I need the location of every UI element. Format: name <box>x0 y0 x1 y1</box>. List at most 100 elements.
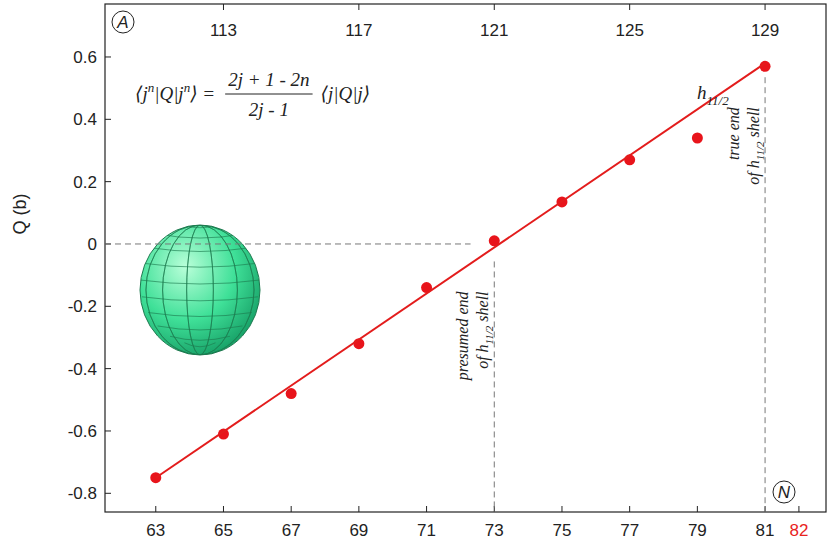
x-tick <box>291 506 292 512</box>
x2-axis: 113 117 121 125 129 <box>210 4 779 40</box>
text-part: ⟨j <box>135 83 148 104</box>
x-axis: 6365676971737577798182 <box>146 506 808 540</box>
x2-tick <box>629 4 630 10</box>
y-tick-label: 0 <box>88 235 97 254</box>
x2-tick-label: 121 <box>480 21 508 40</box>
data-point <box>286 388 297 399</box>
text-part: presumed end <box>454 290 472 381</box>
x-tick-label: 75 <box>553 521 572 540</box>
y-tick-label: -0.2 <box>68 297 97 316</box>
y-tick <box>105 368 111 369</box>
text-part: shell <box>474 291 491 326</box>
y-tick <box>105 181 111 182</box>
subscript: 11/2 <box>707 93 730 108</box>
y-title: Q (b) <box>10 193 30 234</box>
sphere-meridian <box>163 225 238 355</box>
x-tick-label: 77 <box>620 521 639 540</box>
sphere-outline <box>140 225 260 355</box>
annotation-text: of h11/2 shell <box>474 291 495 369</box>
annotation-line <box>494 261 495 512</box>
sphere-meridian <box>163 225 238 355</box>
formula-lhs: ⟨jn|Q|jn⟩ = <box>135 80 215 104</box>
x2-tick-label: 129 <box>751 21 779 40</box>
text-part: shell <box>745 107 762 142</box>
sphere <box>140 217 260 355</box>
text-part: ⟩ = <box>189 83 215 104</box>
line-label: h11/2 <box>697 82 729 108</box>
subscript: 11/2 <box>754 141 766 160</box>
x-tick-label: 71 <box>417 521 436 540</box>
sphere-meridian <box>146 225 254 355</box>
fit-line <box>156 63 765 478</box>
sphere-parallel <box>184 217 215 221</box>
x2-title: A <box>116 13 128 32</box>
x-tick <box>223 506 224 512</box>
text-part: true end <box>725 106 742 160</box>
annotation-text: presumed end <box>454 290 472 381</box>
x2-tick-label: 113 <box>210 21 237 40</box>
data-point <box>692 133 703 144</box>
chart: 6365676971737577798182113117121125129-0.… <box>0 0 838 546</box>
sphere-meridian <box>187 225 214 355</box>
y-tick <box>105 430 111 431</box>
x2-tick <box>494 4 495 10</box>
text-part: of h <box>474 344 492 368</box>
y-tick <box>105 56 111 57</box>
y-tick <box>105 119 111 120</box>
formula-bar <box>225 94 312 95</box>
x-tick-label: 82 <box>789 521 808 540</box>
x-tick-label: 81 <box>756 521 775 540</box>
sphere-parallel <box>142 263 258 267</box>
x-tick-label: 65 <box>214 521 233 540</box>
y-axis: -0.8 -0.6 -0.4 -0.2 0 0.2 0.4 0.6 <box>68 48 111 503</box>
data-layer <box>150 61 770 483</box>
y-tick-label: -0.6 <box>68 422 97 441</box>
x-tick <box>426 506 427 512</box>
x-tick-label: 63 <box>146 521 165 540</box>
x-tick <box>155 506 156 512</box>
text-part: |Q|j <box>154 83 183 104</box>
sphere-parallel <box>170 224 230 228</box>
zero-line <box>105 243 471 244</box>
x2-tick <box>765 4 766 10</box>
x-tick <box>697 506 698 512</box>
text-part: h <box>697 82 707 103</box>
formula-numerator: 2j + 1 - 2n <box>228 69 309 90</box>
y-tick-label: 0.6 <box>73 48 97 67</box>
y-tick-label: -0.4 <box>68 360 97 379</box>
formula-denominator: 2j - 1 <box>249 99 289 120</box>
y-tick-label: 0.2 <box>73 173 97 192</box>
x2-tick-label: 117 <box>345 21 372 40</box>
sphere-parallel <box>142 297 258 301</box>
y-tick <box>105 306 111 307</box>
y-tick-label: -0.8 <box>68 484 97 503</box>
sphere-parallel <box>158 234 243 238</box>
plot-frame <box>105 4 826 512</box>
subscript: 11/2 <box>483 325 495 344</box>
sphere-meridian <box>187 225 214 355</box>
x-tick <box>798 506 799 512</box>
x-tick <box>358 506 359 512</box>
sphere-parallel <box>148 248 252 252</box>
text-part: of h <box>745 160 763 184</box>
y-tick <box>105 493 111 494</box>
sphere-parallel <box>184 343 215 347</box>
x-tick-label: 67 <box>282 521 301 540</box>
sphere-body <box>140 225 260 355</box>
x2-tick <box>358 4 359 10</box>
sphere-meridian <box>146 225 254 355</box>
x-tick <box>629 506 630 512</box>
x2-title-circle <box>112 11 134 33</box>
sphere-parallel <box>170 336 230 340</box>
x-title-circle <box>773 481 795 503</box>
y-tick-label: 0.4 <box>73 110 97 129</box>
x-tick-label: 79 <box>688 521 707 540</box>
formula-rhs: ⟨j|Q|j⟩ <box>321 83 371 104</box>
x2-tick-label: 125 <box>615 21 643 40</box>
sphere-parallel <box>140 280 260 284</box>
x-tick <box>561 506 562 512</box>
sphere-parallel <box>148 313 252 317</box>
page: {"chart_data": { "type": "scatter", "x_t… <box>0 0 838 546</box>
x-tick-label: 69 <box>349 521 368 540</box>
x2-tick <box>223 4 224 10</box>
